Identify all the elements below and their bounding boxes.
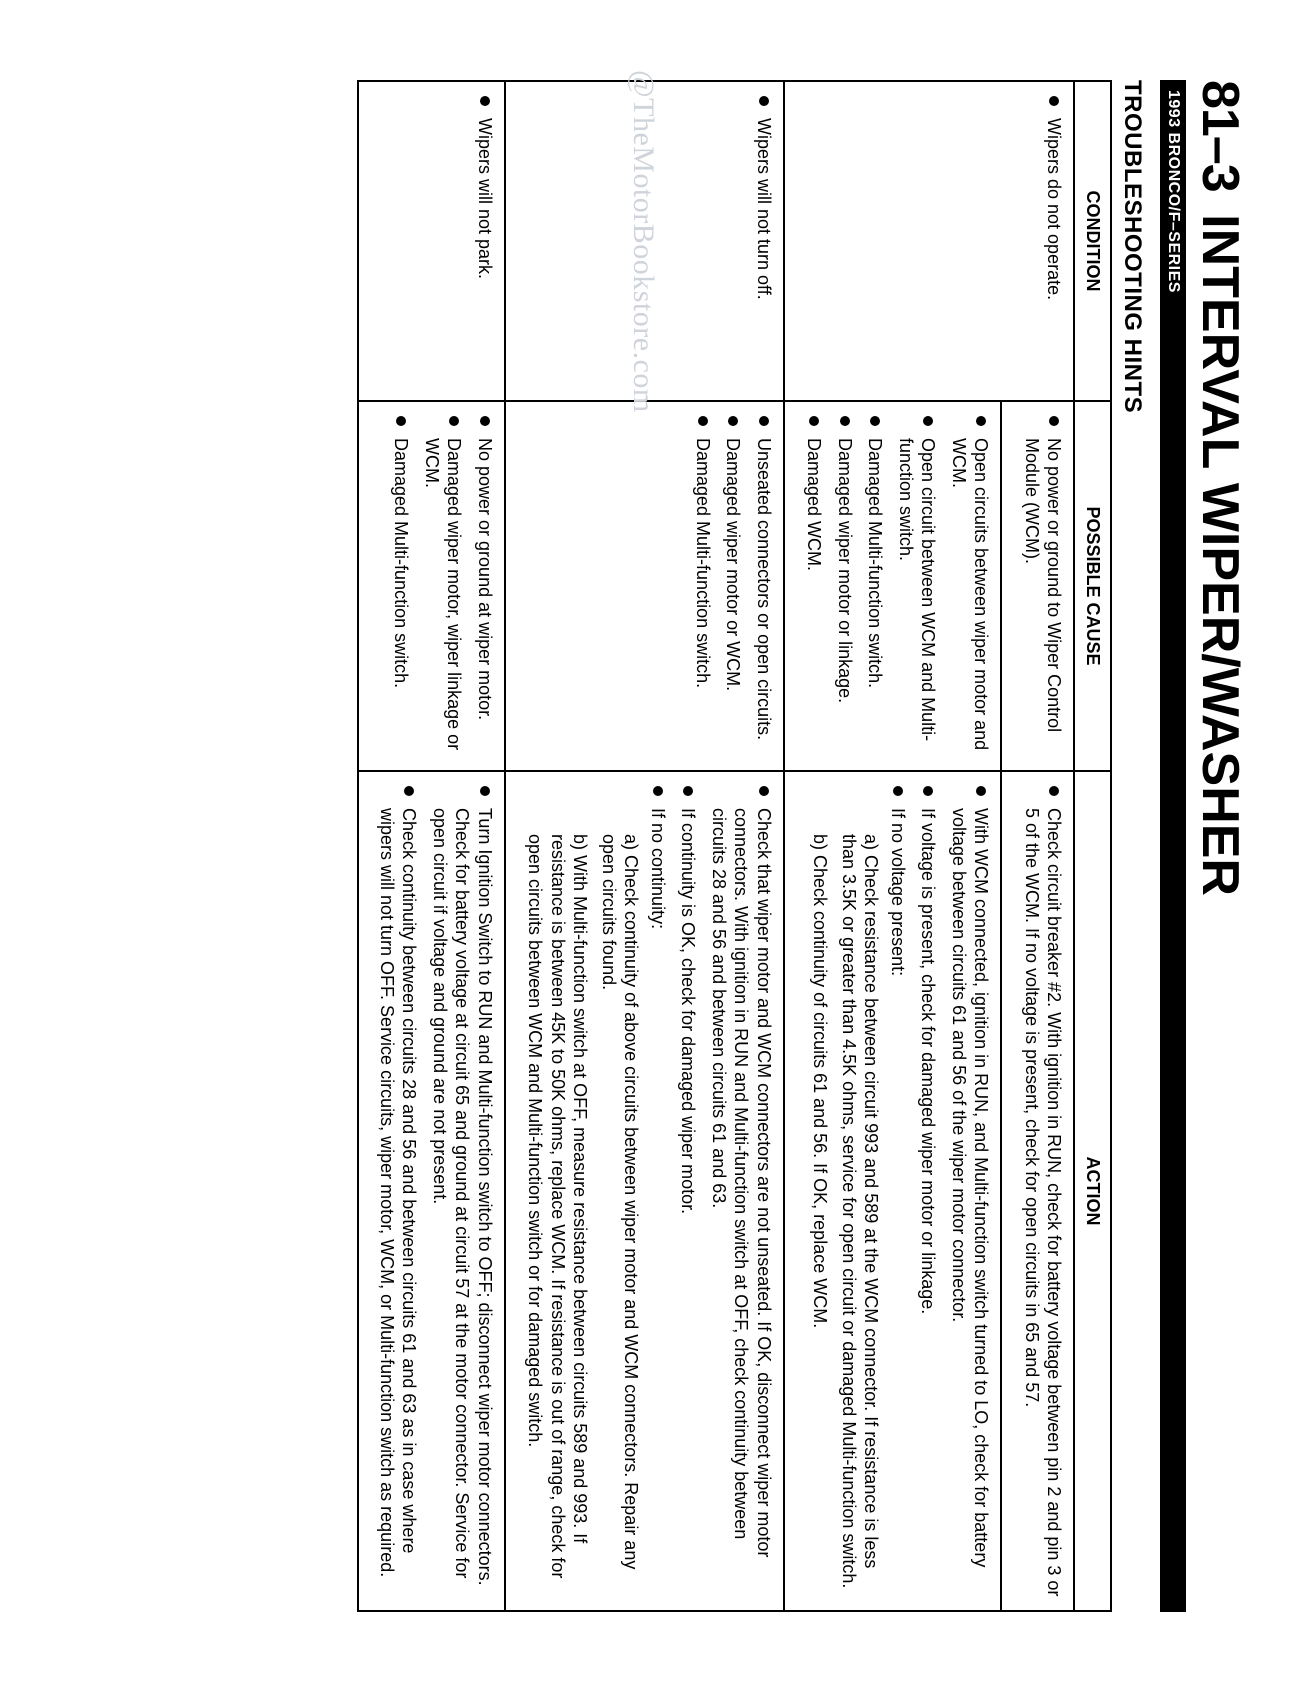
list-item: No power or ground to Wiper Control Modu…: [1021, 412, 1066, 760]
list-item: Check that wiper motor and WCM connector…: [708, 782, 776, 1600]
cell-cause: Open circuits between wiper motor and WC…: [784, 401, 1002, 771]
cell-condition: Wipers will not park.: [359, 81, 506, 401]
cell-cause: Unseated connectors or open circuits. Da…: [505, 401, 784, 771]
list-item: If no voltage present: a) Check resistan…: [809, 782, 909, 1600]
col-condition: CONDITION: [1075, 81, 1112, 401]
list-item: Damaged WCM.: [803, 412, 826, 760]
list-item: Check circuit breaker #2. With ignition …: [1021, 782, 1066, 1600]
sub-item: a) Check resistance between circuit 993 …: [838, 808, 883, 1600]
cell-action: With WCM connected, ignition in RUN, and…: [784, 771, 1002, 1611]
troubleshooting-table: CONDITION POSSIBLE CAUSE ACTION Wipers d…: [358, 80, 1113, 1612]
cell-condition: Wipers will not turn off.: [505, 81, 784, 401]
sub-item: b) With Multi-function switch at OFF, me…: [524, 808, 592, 1600]
table-row: Wipers will not turn off. Unseated conne…: [505, 81, 784, 1611]
table-header-row: CONDITION POSSIBLE CAUSE ACTION: [1075, 81, 1112, 1611]
cell-cause: No power or ground to Wiper Control Modu…: [1002, 401, 1075, 771]
table-title: TROUBLESHOOTING HINTS: [1118, 80, 1146, 1612]
cell-action: Turn Ignition Switch to RUN and Multi-fu…: [359, 771, 506, 1611]
list-item: Check continuity between circuits 28 and…: [376, 782, 421, 1600]
col-action: ACTION: [1075, 771, 1112, 1611]
list-item: Damaged wiper motor, wiper linkage or WC…: [421, 412, 466, 760]
list-item: If no continuity: a) Check continuity of…: [524, 782, 669, 1600]
list-item: Wipers do not operate.: [1043, 92, 1066, 390]
list-item: Damaged wiper motor or WCM.: [722, 412, 745, 760]
list-item: Damaged Multi-function switch.: [390, 412, 413, 760]
table-row: Wipers will not park. No power or ground…: [359, 81, 506, 1611]
list-item: Unseated connectors or open circuits.: [753, 412, 776, 760]
list-item-text: If no continuity:: [648, 808, 668, 929]
list-item-text: If no voltage present:: [888, 808, 908, 976]
list-item: Wipers will not park.: [474, 92, 497, 390]
list-item: If voltage is present, check for damaged…: [917, 782, 940, 1600]
list-item: Damaged Multi-function switch.: [864, 412, 887, 760]
sub-item: b) Check continuity of circuits 61 and 5…: [809, 808, 832, 1600]
list-item: Wipers will not turn off.: [753, 92, 776, 390]
cell-condition: Wipers do not operate.: [784, 81, 1075, 401]
list-item: If continuity is OK, check for damaged w…: [677, 782, 700, 1600]
list-item: Damaged Multi-function switch.: [692, 412, 715, 760]
cell-action: Check circuit breaker #2. With ignition …: [1002, 771, 1075, 1611]
page-header: 81–3 INTERVAL WIPER/WASHER: [1190, 80, 1250, 1612]
list-item: Open circuit between WCM and Multi-funct…: [895, 412, 940, 760]
sub-item: a) Check continuity of above circuits be…: [598, 808, 643, 1600]
cell-action: Check that wiper motor and WCM connector…: [505, 771, 784, 1611]
model-bar: 1993 BRONCO/F–SERIES: [1160, 80, 1186, 1612]
section-title: INTERVAL WIPER/WASHER: [1190, 214, 1250, 896]
list-item: Damaged wiper motor or linkage.: [834, 412, 857, 760]
list-item: Turn Ignition Switch to RUN and Multi-fu…: [429, 782, 497, 1600]
list-item: With WCM connected, ignition in RUN, and…: [948, 782, 993, 1600]
list-item: No power or ground at wiper motor.: [474, 412, 497, 760]
col-cause: POSSIBLE CAUSE: [1075, 401, 1112, 771]
section-number: 81–3: [1190, 80, 1250, 192]
list-item: Open circuits between wiper motor and WC…: [948, 412, 993, 760]
table-row: Wipers do not operate. No power or groun…: [1002, 81, 1075, 1611]
cell-cause: No power or ground at wiper motor. Damag…: [359, 401, 506, 771]
